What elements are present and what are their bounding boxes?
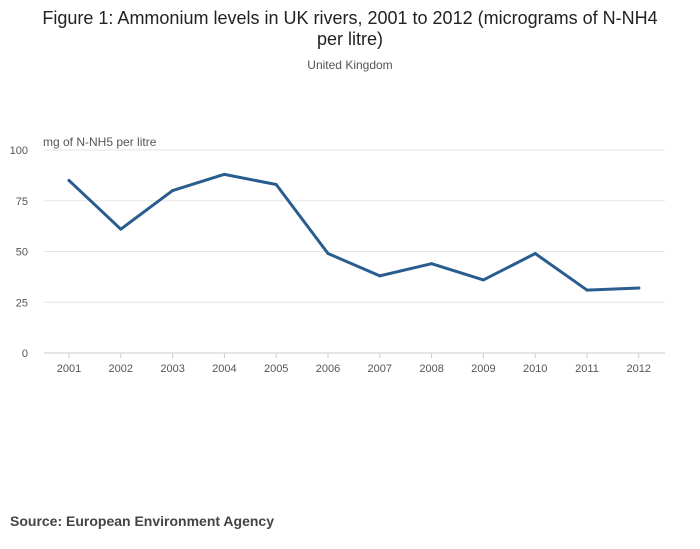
x-tick-label: 2001 xyxy=(57,363,81,375)
data-point xyxy=(274,183,278,187)
data-point xyxy=(430,262,434,266)
y-tick-label: 25 xyxy=(16,297,28,309)
y-tick-label: 75 xyxy=(16,196,28,208)
y-tick-label: 0 xyxy=(22,348,28,360)
x-tick-label: 2006 xyxy=(316,363,340,375)
data-point xyxy=(637,286,641,290)
series-line xyxy=(67,172,641,292)
chart-title: Figure 1: Ammonium levels in UK rivers, … xyxy=(0,8,700,50)
chart-title-text: Figure 1: Ammonium levels in UK rivers, … xyxy=(42,8,658,49)
x-tick-label: 2005 xyxy=(264,363,288,375)
x-tick-label: 2004 xyxy=(212,363,236,375)
data-point xyxy=(222,172,226,176)
x-tick-label: 2007 xyxy=(368,363,392,375)
x-tick-label: 2009 xyxy=(471,363,495,375)
data-point xyxy=(171,189,175,193)
chart-subtitle: United Kingdom xyxy=(307,58,393,72)
data-point xyxy=(481,278,485,282)
data-point xyxy=(67,178,71,182)
x-tick-label: 2010 xyxy=(523,363,547,375)
x-tick-label: 2008 xyxy=(419,363,443,375)
data-point xyxy=(585,288,589,292)
source-note: Source: European Environment Agency xyxy=(10,513,274,529)
y-axis-label: mg of N-NH5 per litre xyxy=(43,135,157,149)
y-tick-label: 100 xyxy=(10,145,28,157)
x-tick-label: 2003 xyxy=(160,363,184,375)
x-tick-label: 2011 xyxy=(575,363,599,375)
y-tick-label: 50 xyxy=(16,247,28,259)
data-point xyxy=(378,274,382,278)
data-point xyxy=(533,252,537,256)
data-point xyxy=(119,227,123,231)
x-tick-label: 2002 xyxy=(109,363,133,375)
data-point xyxy=(326,252,330,256)
x-tick-label: 2012 xyxy=(627,363,651,375)
